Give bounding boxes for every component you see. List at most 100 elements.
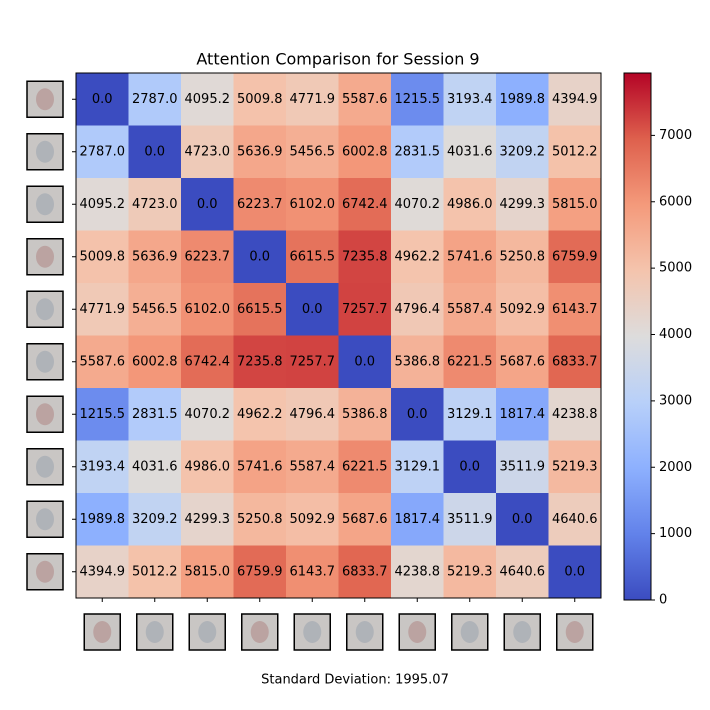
thumb-object bbox=[355, 621, 374, 643]
thumb-object bbox=[303, 621, 322, 643]
heat-cell bbox=[128, 545, 182, 599]
cell-label: 4299.3 bbox=[500, 197, 546, 212]
cell-label: 4299.3 bbox=[185, 512, 231, 527]
heat-cell bbox=[181, 178, 234, 231]
heat-cell bbox=[76, 388, 129, 441]
thumb-object bbox=[36, 403, 54, 426]
heat-cell bbox=[76, 545, 129, 599]
cell-label: 6742.4 bbox=[185, 354, 231, 369]
cell-label: 7235.8 bbox=[342, 249, 388, 264]
cell-label: 5009.8 bbox=[237, 92, 283, 107]
cell-label: 0.0 bbox=[144, 144, 165, 159]
cell-label: 5815.0 bbox=[552, 197, 598, 212]
heat-cell bbox=[496, 335, 549, 389]
cell-label: 5687.6 bbox=[500, 354, 546, 369]
heat-cell bbox=[286, 388, 339, 441]
cell-label: 4095.2 bbox=[80, 197, 126, 212]
thumb-object bbox=[198, 621, 217, 643]
heat-cell bbox=[128, 73, 182, 126]
heat-cell bbox=[233, 178, 287, 231]
cell-label: 2787.0 bbox=[132, 92, 178, 107]
heat-cell bbox=[76, 178, 129, 231]
cell-label: 4394.9 bbox=[552, 92, 598, 107]
chart-title: Attention Comparison for Session 9 bbox=[196, 50, 479, 69]
thumb-object bbox=[36, 245, 54, 268]
heat-cell bbox=[391, 178, 444, 231]
heat-cell bbox=[496, 493, 549, 546]
heat-cell bbox=[128, 335, 182, 389]
heat-cell bbox=[128, 178, 182, 231]
cell-label: 4771.9 bbox=[80, 302, 126, 317]
heat-cell bbox=[128, 283, 182, 336]
heat-cell bbox=[443, 283, 497, 336]
heat-cell bbox=[443, 125, 497, 179]
cell-label: 3193.4 bbox=[447, 92, 493, 107]
thumb-object bbox=[250, 621, 269, 643]
heat-cell bbox=[391, 440, 444, 494]
heat-cell bbox=[443, 493, 497, 546]
heat-cell bbox=[233, 125, 287, 179]
heat-cell bbox=[391, 230, 444, 284]
heat-cell bbox=[496, 125, 549, 179]
heat-cell bbox=[76, 440, 129, 494]
heat-cell bbox=[76, 335, 129, 389]
heat-cell bbox=[286, 545, 339, 599]
colorbar-tick-label: 4000 bbox=[659, 327, 692, 342]
cell-label: 6221.5 bbox=[342, 459, 388, 474]
cell-label: 5587.6 bbox=[80, 354, 126, 369]
heat-cell bbox=[338, 230, 392, 284]
heat-cell bbox=[548, 493, 602, 546]
heat-cell bbox=[496, 440, 549, 494]
colorbar bbox=[623, 72, 652, 601]
cell-label: 5636.9 bbox=[237, 144, 283, 159]
cell-label: 2831.5 bbox=[132, 407, 178, 422]
heat-cell bbox=[233, 388, 287, 441]
heat-cell bbox=[443, 335, 497, 389]
cell-label: 6221.5 bbox=[447, 354, 493, 369]
cell-label: 5587.4 bbox=[290, 459, 336, 474]
cell-label: 4070.2 bbox=[185, 407, 231, 422]
heat-cell bbox=[548, 283, 602, 336]
heat-cell bbox=[338, 440, 392, 494]
heat-cell bbox=[338, 178, 392, 231]
cell-label: 1215.5 bbox=[80, 407, 126, 422]
thumb-object bbox=[36, 140, 54, 163]
cell-label: 6223.7 bbox=[185, 249, 231, 264]
heat-cell bbox=[233, 283, 287, 336]
cell-label: 3193.4 bbox=[80, 459, 126, 474]
cell-label: 5009.8 bbox=[80, 249, 126, 264]
cell-label: 3511.9 bbox=[447, 512, 493, 527]
cell-label: 4070.2 bbox=[395, 197, 441, 212]
heat-cell bbox=[443, 230, 497, 284]
cell-label: 1817.4 bbox=[500, 407, 546, 422]
heat-cell bbox=[443, 440, 497, 494]
heat-cell bbox=[338, 283, 392, 336]
heat-cell bbox=[181, 283, 234, 336]
heat-cell bbox=[496, 178, 549, 231]
cell-label: 4962.2 bbox=[395, 249, 441, 264]
heat-cell bbox=[548, 178, 602, 231]
heat-cell bbox=[233, 73, 287, 126]
heat-cell bbox=[286, 230, 339, 284]
heat-cell bbox=[391, 493, 444, 546]
thumb-object bbox=[36, 455, 54, 478]
thumb-object bbox=[460, 621, 479, 643]
cell-label: 5219.3 bbox=[447, 564, 493, 579]
thumb-object bbox=[565, 621, 584, 643]
heat-cell bbox=[181, 335, 234, 389]
heat-cell bbox=[496, 545, 549, 599]
thumb-object bbox=[36, 560, 54, 583]
heat-cell bbox=[181, 230, 234, 284]
cell-label: 6102.0 bbox=[290, 197, 336, 212]
heat-cell bbox=[181, 493, 234, 546]
cell-label: 6742.4 bbox=[342, 197, 388, 212]
heat-cell bbox=[286, 335, 339, 389]
cell-label: 4031.6 bbox=[132, 459, 178, 474]
heat-cell bbox=[286, 178, 339, 231]
cell-label: 0.0 bbox=[459, 459, 480, 474]
heat-cell bbox=[338, 388, 392, 441]
cell-label: 5092.9 bbox=[500, 302, 546, 317]
heat-cell bbox=[76, 493, 129, 546]
heat-cell bbox=[286, 283, 339, 336]
thumb-object bbox=[513, 621, 532, 643]
